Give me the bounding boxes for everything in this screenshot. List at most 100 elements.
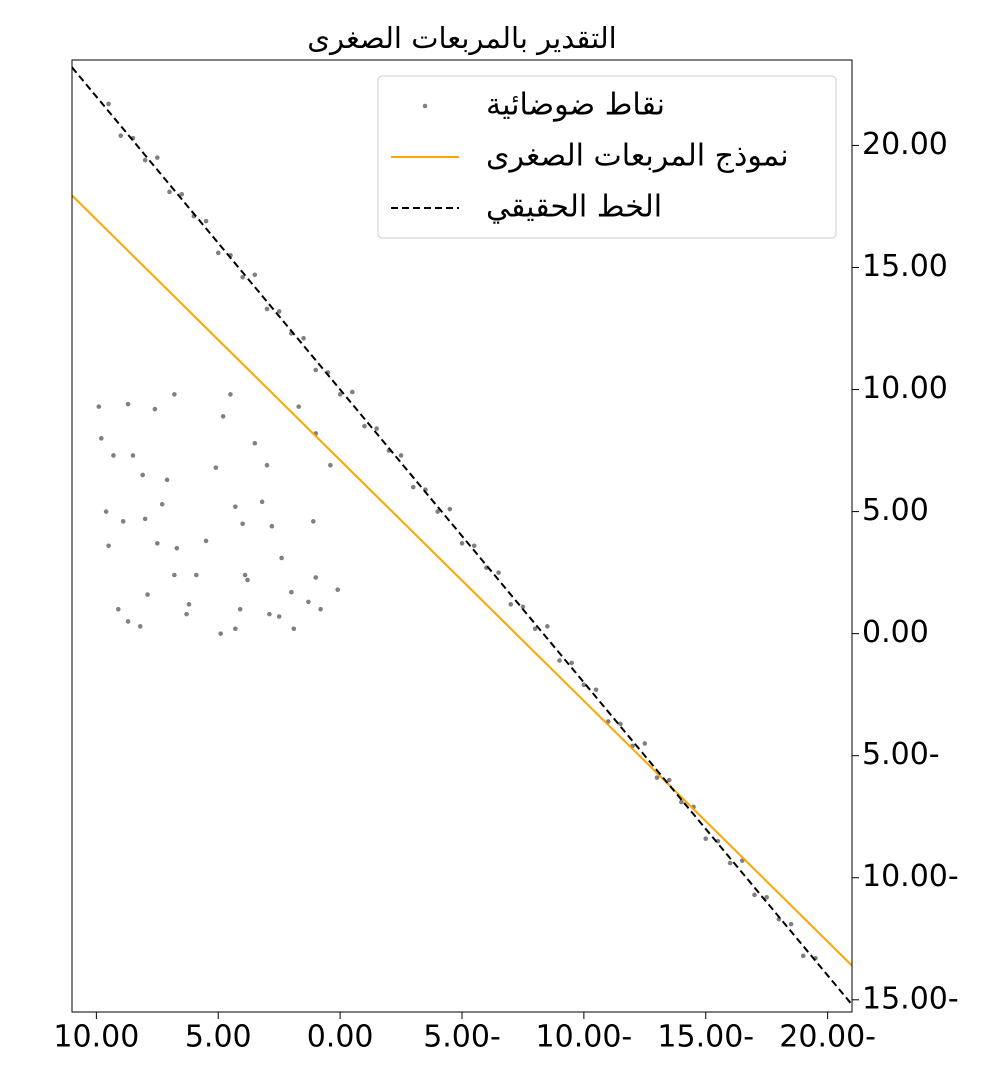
point xyxy=(174,545,180,551)
point xyxy=(654,775,660,780)
point xyxy=(233,626,238,632)
point xyxy=(642,741,648,746)
point xyxy=(311,519,316,524)
point xyxy=(279,555,284,561)
point xyxy=(140,472,145,478)
point xyxy=(186,602,192,607)
legend-box xyxy=(377,75,837,239)
y-tick-label: 5.00- xyxy=(862,737,940,772)
point xyxy=(252,440,258,446)
plot-area xyxy=(72,66,852,1006)
point xyxy=(215,250,221,256)
point xyxy=(103,509,109,514)
point xyxy=(269,523,275,529)
legend-label: نموذج المربعات الصغرى xyxy=(486,139,789,174)
point xyxy=(715,838,721,844)
point xyxy=(459,541,465,546)
point xyxy=(318,606,323,612)
point xyxy=(155,541,160,546)
point xyxy=(593,687,599,693)
point xyxy=(328,462,333,468)
point xyxy=(164,477,170,483)
point xyxy=(218,631,223,636)
point xyxy=(788,921,794,927)
point xyxy=(172,392,177,397)
point xyxy=(152,406,158,412)
point xyxy=(752,892,757,898)
point xyxy=(252,272,258,278)
point xyxy=(291,626,297,632)
point xyxy=(337,392,343,397)
point xyxy=(184,611,189,617)
point xyxy=(581,682,587,688)
point xyxy=(618,721,623,727)
point xyxy=(111,453,116,458)
point xyxy=(242,572,248,578)
point xyxy=(508,602,514,607)
x-tick-label: 5.00 xyxy=(185,1020,252,1055)
point xyxy=(220,414,226,419)
x-tick-label: 5.00- xyxy=(423,1020,501,1055)
point xyxy=(142,157,148,163)
point xyxy=(96,404,102,409)
point xyxy=(142,516,148,522)
legend-label: الخط الحقيقي xyxy=(486,190,662,225)
point xyxy=(245,577,250,583)
point xyxy=(374,426,379,431)
point xyxy=(313,575,319,580)
point xyxy=(120,519,126,524)
point xyxy=(350,389,355,395)
point xyxy=(764,894,769,900)
point xyxy=(557,658,562,663)
x-tick-label: 15.00- xyxy=(657,1020,754,1055)
chart-title: التقدير بالمربعات الصغرى xyxy=(307,21,616,55)
point xyxy=(296,404,301,409)
point xyxy=(118,133,124,138)
point xyxy=(569,660,574,666)
point xyxy=(264,306,270,312)
y-tick-label: 15.00- xyxy=(862,981,959,1016)
point xyxy=(532,626,538,632)
point xyxy=(313,367,319,373)
point xyxy=(145,592,150,597)
point xyxy=(159,501,165,507)
point xyxy=(520,604,526,610)
point xyxy=(194,572,199,578)
x-tick-label: 10.00- xyxy=(536,1020,633,1055)
line xyxy=(72,194,852,967)
point xyxy=(240,274,245,280)
y-tick-label: 0.00 xyxy=(862,615,929,650)
point xyxy=(240,521,245,527)
y-tick-label: 10.00 xyxy=(862,371,948,406)
point xyxy=(106,101,111,107)
y-tick-label: 20.00 xyxy=(862,127,948,162)
point xyxy=(106,543,111,549)
line xyxy=(72,66,852,1006)
point xyxy=(155,155,160,160)
point xyxy=(496,570,501,575)
point xyxy=(471,543,477,549)
legend-marker xyxy=(422,103,428,109)
point xyxy=(398,453,404,458)
point xyxy=(203,218,209,224)
y-tick-label: 5.00 xyxy=(862,493,929,528)
point xyxy=(666,777,672,783)
point xyxy=(167,189,172,195)
y-tick-label: 10.00- xyxy=(862,859,959,894)
point xyxy=(213,465,219,470)
point xyxy=(362,423,367,429)
x-tick-label: 10.00 xyxy=(53,1020,139,1055)
point xyxy=(237,606,243,612)
point xyxy=(306,599,311,605)
point xyxy=(289,589,294,595)
point xyxy=(172,572,177,578)
point xyxy=(727,860,733,866)
point xyxy=(137,624,143,629)
point xyxy=(233,504,238,510)
point xyxy=(679,799,684,805)
point xyxy=(125,619,131,624)
point xyxy=(301,335,306,341)
point xyxy=(545,624,550,629)
